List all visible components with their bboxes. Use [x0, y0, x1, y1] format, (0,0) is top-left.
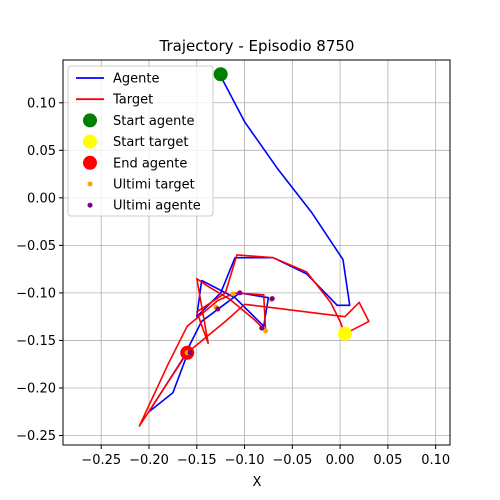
- x-tick-label: −0.20: [129, 453, 169, 468]
- y-tick-label: −0.25: [16, 429, 56, 444]
- series-ultimi-agente-point: [215, 306, 221, 312]
- y-tick-label: 0.00: [27, 191, 56, 206]
- legend-label-start-agente: Start agente: [113, 114, 194, 129]
- y-tick-label: 0.10: [27, 96, 56, 111]
- series-ultimi-target-point: [230, 291, 236, 297]
- legend-label-end-agente: End agente: [113, 156, 187, 171]
- x-tick-label: 0.05: [373, 453, 402, 468]
- x-axis-label: X: [253, 475, 262, 490]
- series-ultimi-target-point: [263, 328, 269, 334]
- y-tick-label: −0.15: [16, 334, 56, 349]
- legend-label-agente: Agente: [113, 72, 159, 87]
- legend-label-start-target: Start target: [113, 135, 188, 150]
- legend-label-target: Target: [112, 93, 153, 108]
- series-start-agente-point: [213, 67, 228, 82]
- series-ultimi-agente-point: [259, 325, 265, 331]
- legend-swatch-ultimi-agente: [87, 202, 93, 208]
- chart-title: Trajectory - Episodio 8750: [159, 37, 355, 55]
- legend-label-ultimi-target: Ultimi target: [113, 178, 195, 193]
- plot-content: [138, 67, 370, 427]
- y-tick-label: −0.05: [16, 239, 56, 254]
- series-start-target-point: [337, 326, 352, 341]
- y-tick-label: −0.10: [16, 286, 56, 301]
- series-agente-line: [148, 75, 351, 413]
- legend-label-ultimi-agente: Ultimi agente: [113, 199, 201, 214]
- series-ultimi-agente-point: [269, 296, 275, 302]
- x-tick-label: −0.15: [177, 453, 217, 468]
- legend: Agente Target Start agente Start target End …: [67, 65, 214, 217]
- x-tick-label: −0.25: [81, 453, 121, 468]
- plot-frame: [62, 59, 451, 446]
- x-tick-label: −0.05: [272, 453, 312, 468]
- x-tick-label: −0.10: [225, 453, 265, 468]
- y-tick-label: 0.05: [27, 144, 56, 159]
- legend-box: [67, 65, 214, 217]
- x-tick-label: 0.00: [326, 453, 355, 468]
- series-ultimi-agente-point: [187, 350, 193, 356]
- series-ultimi-agente-point: [237, 290, 243, 296]
- legend-swatch-start-target: [83, 134, 97, 149]
- legend-swatch-end-agente: [83, 155, 97, 170]
- legend-swatch-start-agente: [83, 113, 97, 128]
- legend-swatch-ultimi-target: [87, 181, 93, 187]
- x-tick-label: 0.10: [421, 453, 450, 468]
- axis-ticks: −0.25 −0.20 −0.15 −0.10 −0.05 0.00 0.05 0.10 −0.…: [16, 96, 450, 468]
- y-tick-label: −0.20: [16, 381, 56, 396]
